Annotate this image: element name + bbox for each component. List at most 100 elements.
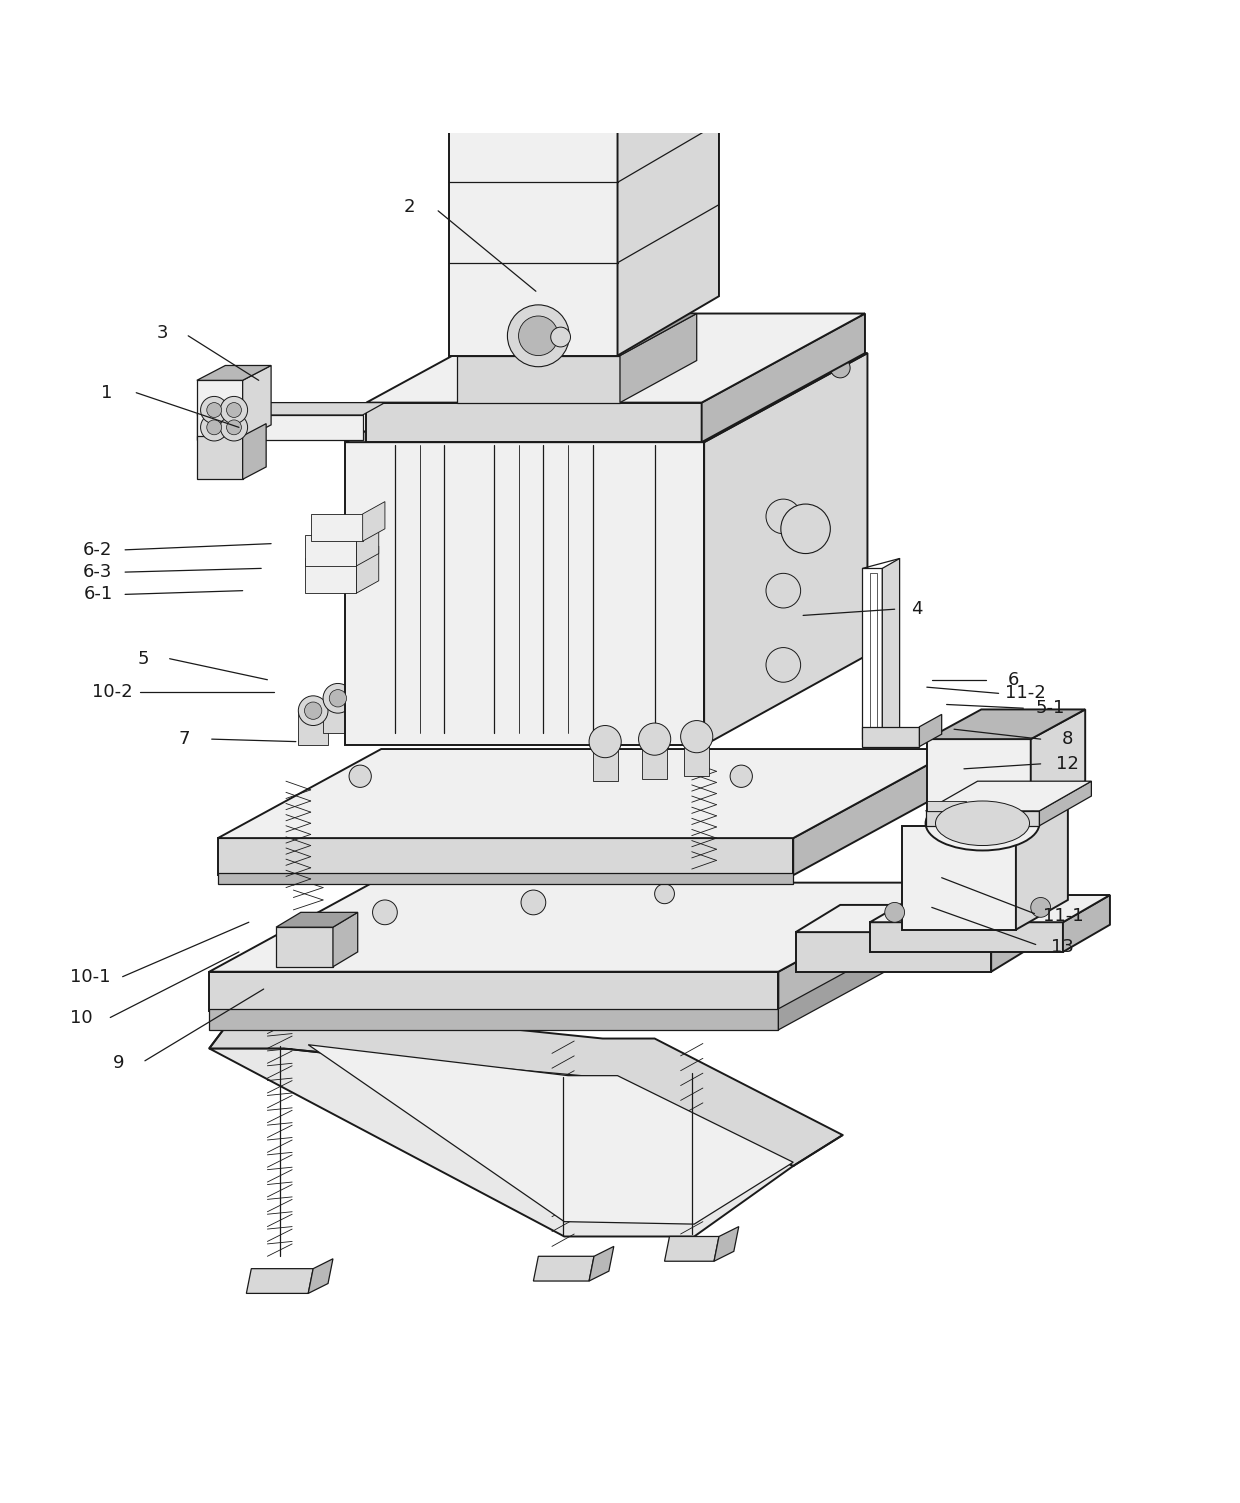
Polygon shape bbox=[197, 380, 243, 440]
Circle shape bbox=[221, 413, 248, 440]
Polygon shape bbox=[593, 741, 618, 782]
Polygon shape bbox=[926, 739, 1030, 812]
Text: 12: 12 bbox=[1056, 755, 1079, 773]
Polygon shape bbox=[218, 873, 794, 884]
Polygon shape bbox=[589, 1246, 614, 1281]
Circle shape bbox=[766, 648, 801, 682]
Circle shape bbox=[372, 900, 397, 924]
Polygon shape bbox=[218, 839, 794, 875]
Polygon shape bbox=[449, 24, 719, 83]
Circle shape bbox=[781, 504, 831, 553]
Polygon shape bbox=[794, 748, 956, 875]
Text: 1: 1 bbox=[100, 383, 113, 401]
Circle shape bbox=[227, 419, 242, 434]
Text: 3: 3 bbox=[156, 325, 167, 343]
Circle shape bbox=[670, 422, 689, 442]
Polygon shape bbox=[665, 1237, 719, 1261]
Polygon shape bbox=[449, 59, 521, 83]
Text: 10: 10 bbox=[71, 1009, 93, 1027]
Circle shape bbox=[207, 403, 222, 418]
Polygon shape bbox=[324, 699, 352, 733]
Circle shape bbox=[766, 499, 801, 534]
Polygon shape bbox=[796, 932, 991, 972]
Polygon shape bbox=[901, 825, 1016, 930]
Polygon shape bbox=[334, 912, 357, 966]
Polygon shape bbox=[1063, 894, 1110, 951]
Polygon shape bbox=[702, 314, 866, 442]
Polygon shape bbox=[218, 748, 956, 839]
Circle shape bbox=[551, 328, 570, 347]
Text: 13: 13 bbox=[1052, 938, 1074, 956]
Polygon shape bbox=[210, 1049, 794, 1237]
Polygon shape bbox=[684, 736, 709, 776]
Text: 10-2: 10-2 bbox=[93, 682, 133, 700]
Polygon shape bbox=[305, 559, 356, 594]
Polygon shape bbox=[356, 546, 378, 594]
Polygon shape bbox=[277, 927, 334, 966]
Circle shape bbox=[348, 765, 371, 788]
Ellipse shape bbox=[925, 797, 1039, 851]
Text: 6: 6 bbox=[1008, 670, 1019, 688]
Polygon shape bbox=[870, 923, 1063, 951]
Text: 5-1: 5-1 bbox=[1035, 699, 1065, 717]
Text: 11-2: 11-2 bbox=[1006, 684, 1047, 702]
Polygon shape bbox=[863, 727, 919, 747]
Text: 6-3: 6-3 bbox=[83, 564, 113, 582]
Polygon shape bbox=[926, 801, 966, 812]
Polygon shape bbox=[210, 972, 779, 1012]
Polygon shape bbox=[456, 314, 697, 356]
Polygon shape bbox=[243, 424, 267, 479]
Polygon shape bbox=[311, 514, 362, 541]
Polygon shape bbox=[362, 502, 384, 541]
Circle shape bbox=[831, 358, 851, 377]
Polygon shape bbox=[925, 782, 1091, 812]
Polygon shape bbox=[449, 83, 618, 356]
Polygon shape bbox=[991, 905, 1035, 972]
Circle shape bbox=[730, 765, 753, 788]
Text: 8: 8 bbox=[1063, 730, 1074, 748]
Polygon shape bbox=[247, 1269, 314, 1294]
Text: 11-1: 11-1 bbox=[1043, 906, 1084, 924]
Polygon shape bbox=[870, 573, 878, 733]
Polygon shape bbox=[345, 442, 704, 745]
Polygon shape bbox=[521, 59, 588, 83]
Polygon shape bbox=[796, 905, 1035, 932]
Polygon shape bbox=[197, 403, 384, 415]
Circle shape bbox=[330, 690, 346, 706]
Circle shape bbox=[1030, 897, 1050, 917]
Text: 9: 9 bbox=[113, 1054, 125, 1072]
Polygon shape bbox=[1016, 797, 1068, 930]
Text: 4: 4 bbox=[911, 600, 923, 618]
Polygon shape bbox=[883, 559, 899, 739]
Circle shape bbox=[372, 419, 392, 440]
Circle shape bbox=[639, 723, 671, 755]
Circle shape bbox=[299, 696, 329, 726]
Circle shape bbox=[511, 352, 531, 371]
Polygon shape bbox=[366, 314, 866, 403]
Polygon shape bbox=[366, 403, 702, 442]
Ellipse shape bbox=[935, 801, 1029, 846]
Polygon shape bbox=[1030, 709, 1085, 812]
Polygon shape bbox=[620, 314, 697, 403]
Circle shape bbox=[305, 702, 322, 720]
Text: 2: 2 bbox=[404, 198, 415, 216]
Polygon shape bbox=[210, 882, 941, 972]
Text: 5: 5 bbox=[138, 649, 149, 667]
Polygon shape bbox=[779, 920, 941, 1030]
Text: 6-2: 6-2 bbox=[83, 541, 113, 559]
Polygon shape bbox=[456, 356, 620, 403]
Polygon shape bbox=[305, 535, 356, 567]
Circle shape bbox=[201, 413, 228, 440]
Polygon shape bbox=[197, 415, 362, 440]
Circle shape bbox=[518, 316, 558, 356]
Text: 10-1: 10-1 bbox=[71, 968, 110, 986]
Circle shape bbox=[681, 720, 713, 753]
Circle shape bbox=[221, 397, 248, 424]
Polygon shape bbox=[585, 0, 642, 59]
Polygon shape bbox=[618, 24, 719, 356]
Polygon shape bbox=[533, 1257, 594, 1281]
Polygon shape bbox=[642, 739, 667, 779]
Circle shape bbox=[507, 305, 569, 367]
Circle shape bbox=[227, 403, 242, 418]
Circle shape bbox=[521, 890, 546, 915]
